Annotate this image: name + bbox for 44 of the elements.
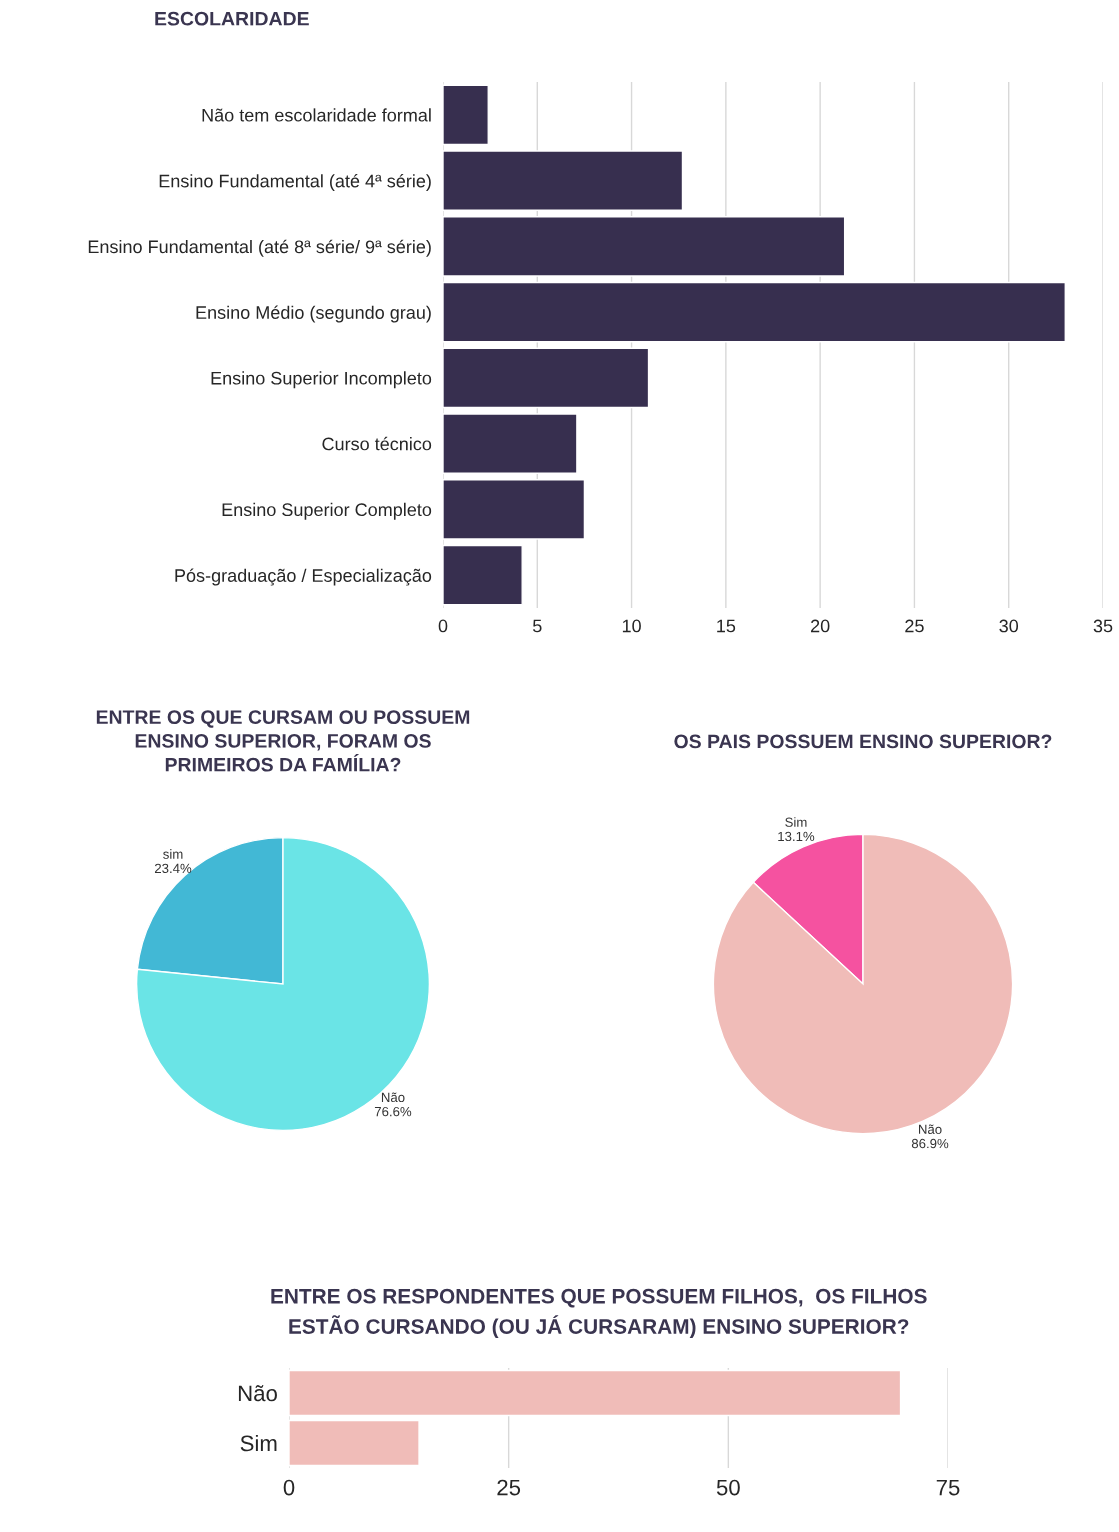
bar [443, 544, 523, 606]
x-tick-label: 20 [811, 619, 830, 633]
y-tick-label: Sim [240, 1434, 277, 1452]
data-label: 86.9% [911, 1138, 949, 1149]
bar [443, 479, 586, 540]
x-tick-label: 0 [283, 1479, 295, 1496]
y-tick-label: Ensino Fundamental (até 4ª série) [159, 173, 431, 192]
slice-label: sim [163, 849, 183, 859]
x-tick-label: 35 [1093, 619, 1113, 633]
y-tick-label: Ensino Superior Completo [222, 502, 432, 520]
pie-slice [135, 836, 431, 1132]
y-tick-label: Ensino Superior Incompleto [211, 371, 432, 389]
pie-slice [712, 833, 1014, 1135]
y-tick-label: Não tem escolaridade formal [202, 108, 431, 122]
bar [443, 84, 489, 146]
bar [443, 347, 650, 409]
chart-title: ENTRE OS QUE CURSAM OU POSSUEM ENSINO SUPERIOR, FORAM OS PRIMEIROS DA FAMÍLIA? [96, 710, 470, 772]
bar [443, 216, 846, 277]
text: ESCOLARIDADE [155, 11, 309, 26]
chart-title: ENTRE OS RESPONDENTES QUE POSSUEM FILHOS, OS FILHOS ESTÃO CURSANDO (OU JÁ CURSARAM) ENSINO SUPERIOR? [271, 1288, 927, 1338]
slice-label: Não [919, 1124, 942, 1134]
x-tick-label: 15 [717, 619, 736, 633]
slice-label: Não [381, 1092, 405, 1103]
x-tick-label: 0 [438, 619, 448, 633]
x-tick-label: 30 [999, 619, 1019, 633]
y-tick-label: Ensino Fundamental (até 8ª série/ 9ª série) [88, 239, 431, 257]
x-tick-label: 5 [532, 619, 542, 633]
x-tick-label: 25 [497, 1479, 521, 1496]
y-tick-label: Pós-graduação / Especialização [175, 568, 432, 586]
x-tick-label: 25 [905, 619, 924, 633]
slice-label: Sim [785, 817, 807, 827]
bar [443, 150, 684, 211]
chart-title: OS PAIS POSSUEM ENSINO SUPERIOR? [674, 734, 1052, 749]
data-label: 13.1% [778, 831, 815, 842]
data-label: 76.6% [374, 1106, 412, 1117]
x-tick-label: 75 [936, 1479, 960, 1496]
data-label: 23.4% [154, 863, 192, 874]
bar [443, 281, 1066, 343]
bar [443, 413, 578, 474]
x-tick-label: 10 [622, 619, 641, 633]
y-tick-label: Ensino Médio (segundo grau) [196, 305, 431, 323]
x-tick-label: 50 [716, 1479, 740, 1496]
y-tick-label: Curso técnico [322, 436, 432, 451]
y-tick-label: Não [238, 1385, 277, 1402]
